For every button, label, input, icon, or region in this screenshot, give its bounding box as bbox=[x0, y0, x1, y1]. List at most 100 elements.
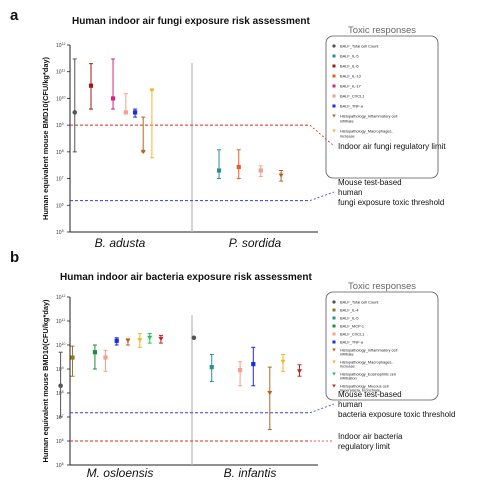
legend-marker bbox=[332, 64, 336, 68]
legend-title: Toxic responses bbox=[348, 25, 416, 36]
data-point bbox=[72, 110, 78, 115]
y-tick-label: 106 bbox=[56, 202, 64, 209]
legend-marker bbox=[332, 308, 336, 312]
legend-title: Toxic responses bbox=[348, 281, 416, 292]
panel-b-title: Human indoor air bacteria exposure risk … bbox=[60, 272, 312, 283]
legend-marker bbox=[332, 348, 336, 352]
legend-marker bbox=[332, 104, 336, 108]
data-point bbox=[258, 168, 263, 173]
data-point bbox=[149, 88, 155, 93]
legend-box bbox=[325, 35, 439, 179]
data-point bbox=[296, 369, 303, 374]
y-tick-label: 1010 bbox=[56, 342, 66, 349]
data-point bbox=[147, 335, 153, 341]
data-point bbox=[140, 149, 146, 155]
legend-label: BALF_IL-17 bbox=[340, 84, 361, 89]
legend-label: BALF_IL-6 bbox=[340, 64, 359, 69]
y-axis-label: Human equivalent mouse BMD10(CFU/kg*day) bbox=[41, 299, 50, 463]
data-point bbox=[125, 338, 131, 344]
legend-label: BALF_MCP-1 bbox=[340, 324, 364, 329]
legend-label: Histopathology_Inflammatory cell bbox=[340, 114, 397, 119]
data-point bbox=[209, 364, 214, 370]
data-point bbox=[278, 173, 284, 178]
legend-label: BALF_CXCL1 bbox=[340, 332, 364, 337]
legend-label: increase bbox=[340, 134, 355, 139]
y-tick-label: 107 bbox=[56, 176, 64, 183]
data-point bbox=[110, 96, 116, 101]
reference-label: bacteria exposure toxic threshold bbox=[338, 410, 455, 419]
reference-label: Mouse test-based bbox=[338, 390, 402, 399]
data-point bbox=[132, 110, 138, 115]
category-label: P. sordida bbox=[229, 236, 282, 250]
legend-label: BALF_IL-13 bbox=[340, 74, 361, 79]
y-tick-label: 105 bbox=[56, 462, 64, 469]
reference-label: human bbox=[338, 188, 362, 197]
legend-marker bbox=[332, 44, 336, 48]
category-label: M. osloensis bbox=[87, 466, 154, 480]
data-point bbox=[267, 390, 273, 396]
y-tick-label: 109 bbox=[56, 366, 64, 373]
y-tick-label: 109 bbox=[56, 122, 64, 129]
reference-label: Indoor air fungi regulatory limit bbox=[338, 142, 446, 151]
legend-marker bbox=[332, 360, 336, 364]
data-point bbox=[137, 338, 143, 343]
legend-label: BALF_IL-4 bbox=[340, 308, 359, 313]
legend-label: infiltrate bbox=[340, 119, 354, 124]
legend-label: BALF_TNF-a bbox=[340, 340, 364, 345]
data-point bbox=[88, 83, 94, 88]
legend-label: Histopathology_Macrophages, bbox=[340, 360, 393, 365]
legend-marker bbox=[332, 332, 336, 336]
y-tick-label: 105 bbox=[56, 229, 64, 236]
legend-label: BALF_Total cell Count bbox=[340, 44, 379, 49]
legend-label: Histopathology_Inflammatory cell bbox=[340, 348, 397, 353]
panel-a-title: Human indoor air fungi exposure risk ass… bbox=[72, 16, 311, 27]
data-point bbox=[280, 359, 286, 365]
reference-label: regulatory limit bbox=[338, 442, 391, 451]
reference-label: fungi exposure toxic threshold bbox=[338, 198, 444, 207]
legend-label: hyperplasia, bronchiole bbox=[340, 388, 380, 393]
legend-marker bbox=[332, 384, 336, 388]
y-tick-label: 106 bbox=[56, 438, 64, 445]
y-tick-label: 108 bbox=[56, 390, 64, 397]
legend-marker bbox=[332, 340, 336, 344]
data-point bbox=[158, 336, 164, 342]
data-point bbox=[103, 355, 108, 360]
y-tick-label: 1012 bbox=[56, 294, 66, 301]
legend-label: BALF_CXCL1 bbox=[340, 94, 364, 99]
legend-label: Histopathology_Eosinophilic cell bbox=[340, 372, 396, 377]
legend-label: infiltration bbox=[340, 376, 357, 381]
panel-a-plot: 105 106 107 108 109 1010 1011 1012 Human equival… bbox=[41, 25, 446, 250]
reference-connector bbox=[309, 191, 335, 201]
data-point bbox=[92, 350, 98, 355]
legend-marker bbox=[332, 94, 336, 98]
reference-label: Mouse test-based bbox=[338, 178, 402, 187]
legend-marker bbox=[332, 300, 336, 304]
y-tick-label: 108 bbox=[56, 149, 64, 156]
legend-marker bbox=[332, 54, 336, 58]
panel-a-letter: a bbox=[10, 7, 19, 24]
y-tick-label: 1012 bbox=[56, 42, 66, 49]
legend-label: BALF_IL-5 bbox=[340, 316, 359, 321]
reference-connector bbox=[309, 124, 335, 147]
data-point bbox=[216, 168, 222, 173]
category-label: B. infantis bbox=[224, 466, 277, 480]
reference-connector bbox=[309, 403, 335, 414]
legend-marker bbox=[332, 129, 336, 133]
data-point bbox=[123, 110, 128, 115]
data-point bbox=[238, 367, 243, 373]
data-point bbox=[236, 164, 241, 170]
data-point bbox=[70, 355, 75, 360]
y-tick-label: 1010 bbox=[56, 95, 66, 102]
legend-box bbox=[325, 291, 439, 401]
legend-label: increase bbox=[340, 364, 355, 369]
y-tick-label: 1011 bbox=[56, 69, 65, 76]
legend-label: BALF_Total cell Count bbox=[340, 300, 379, 305]
legend-label: BALF_IL-5 bbox=[340, 54, 359, 59]
legend-marker bbox=[332, 324, 336, 328]
reference-label: Indoor air bacteria bbox=[338, 432, 403, 441]
legend-label: Histopathology_Mucous cell bbox=[340, 384, 389, 389]
category-label: B. adusta bbox=[95, 236, 146, 250]
